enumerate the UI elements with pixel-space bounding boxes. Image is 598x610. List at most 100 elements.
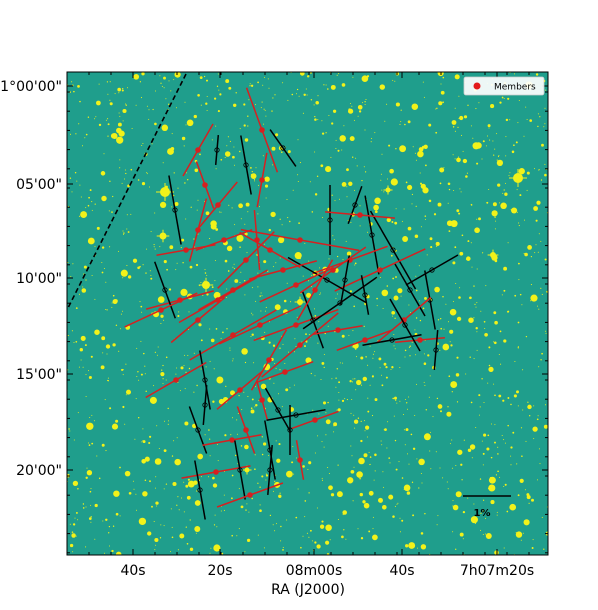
- star: [271, 110, 273, 112]
- star: [367, 397, 369, 399]
- star: [346, 399, 348, 401]
- star: [71, 330, 73, 332]
- star: [205, 102, 208, 105]
- star: [176, 262, 178, 264]
- star: [403, 484, 411, 492]
- star: [390, 254, 393, 257]
- star: [369, 384, 371, 386]
- star: [408, 542, 416, 549]
- star: [503, 289, 506, 292]
- scale-bar-label: 1%: [474, 508, 491, 519]
- star: [181, 238, 185, 242]
- star: [297, 174, 299, 176]
- member-star-marker: [257, 322, 263, 328]
- star: [83, 265, 87, 269]
- star: [436, 245, 438, 247]
- star: [112, 343, 116, 347]
- star: [335, 377, 337, 379]
- star: [362, 376, 368, 382]
- star: [141, 459, 146, 464]
- star: [507, 97, 510, 100]
- star: [163, 76, 166, 80]
- star: [98, 477, 101, 480]
- star: [294, 252, 302, 260]
- star: [89, 490, 92, 493]
- star: [439, 349, 441, 351]
- star: [455, 548, 457, 550]
- star: [309, 181, 311, 183]
- star: [381, 153, 383, 155]
- star: [511, 207, 518, 214]
- star: [472, 137, 474, 139]
- star: [455, 283, 457, 284]
- star: [360, 420, 362, 422]
- star: [152, 108, 154, 111]
- star: [396, 503, 398, 505]
- field-star-marker: [324, 277, 330, 283]
- star: [401, 477, 404, 479]
- star: [88, 517, 92, 520]
- star: [305, 333, 307, 336]
- star: [415, 275, 417, 277]
- star: [255, 300, 257, 302]
- star: [540, 179, 543, 181]
- star: [153, 244, 155, 246]
- star: [394, 221, 398, 225]
- star: [423, 96, 425, 98]
- star: [411, 103, 419, 110]
- star: [69, 177, 72, 179]
- star: [267, 78, 269, 80]
- star: [405, 181, 408, 184]
- star: [214, 97, 217, 100]
- star: [154, 351, 157, 353]
- star: [338, 381, 341, 384]
- star: [342, 259, 344, 261]
- star: [192, 423, 197, 429]
- star: [386, 217, 391, 223]
- star: [155, 90, 156, 92]
- star: [281, 224, 283, 226]
- star: [340, 495, 342, 497]
- star: [357, 115, 359, 117]
- star: [366, 436, 368, 438]
- star: [490, 456, 493, 459]
- star: [353, 466, 355, 468]
- star: [385, 366, 388, 369]
- star: [112, 525, 115, 527]
- star: [419, 172, 421, 174]
- star: [167, 103, 170, 106]
- star: [136, 376, 138, 377]
- star: [459, 115, 464, 121]
- star: [75, 307, 78, 309]
- star: [73, 439, 75, 441]
- star: [446, 411, 452, 417]
- star: [142, 142, 144, 145]
- star: [310, 529, 312, 532]
- star: [226, 145, 228, 147]
- star: [275, 440, 277, 442]
- star: [415, 205, 417, 207]
- star: [297, 256, 299, 258]
- star: [247, 115, 249, 117]
- star: [245, 202, 250, 207]
- star: [178, 311, 180, 313]
- star: [115, 419, 119, 423]
- star: [469, 356, 471, 358]
- star: [185, 484, 189, 488]
- star: [135, 104, 137, 106]
- star: [356, 471, 363, 478]
- star: [149, 270, 151, 272]
- star: [176, 504, 178, 506]
- star: [499, 330, 502, 333]
- star: [396, 402, 398, 404]
- star: [293, 351, 295, 353]
- star: [389, 462, 391, 464]
- field-vector: [364, 195, 380, 275]
- star: [503, 266, 508, 271]
- star: [222, 331, 224, 334]
- star: [467, 497, 469, 499]
- star: [452, 500, 454, 502]
- star: [186, 542, 189, 545]
- star: [376, 297, 378, 300]
- star: [380, 173, 382, 175]
